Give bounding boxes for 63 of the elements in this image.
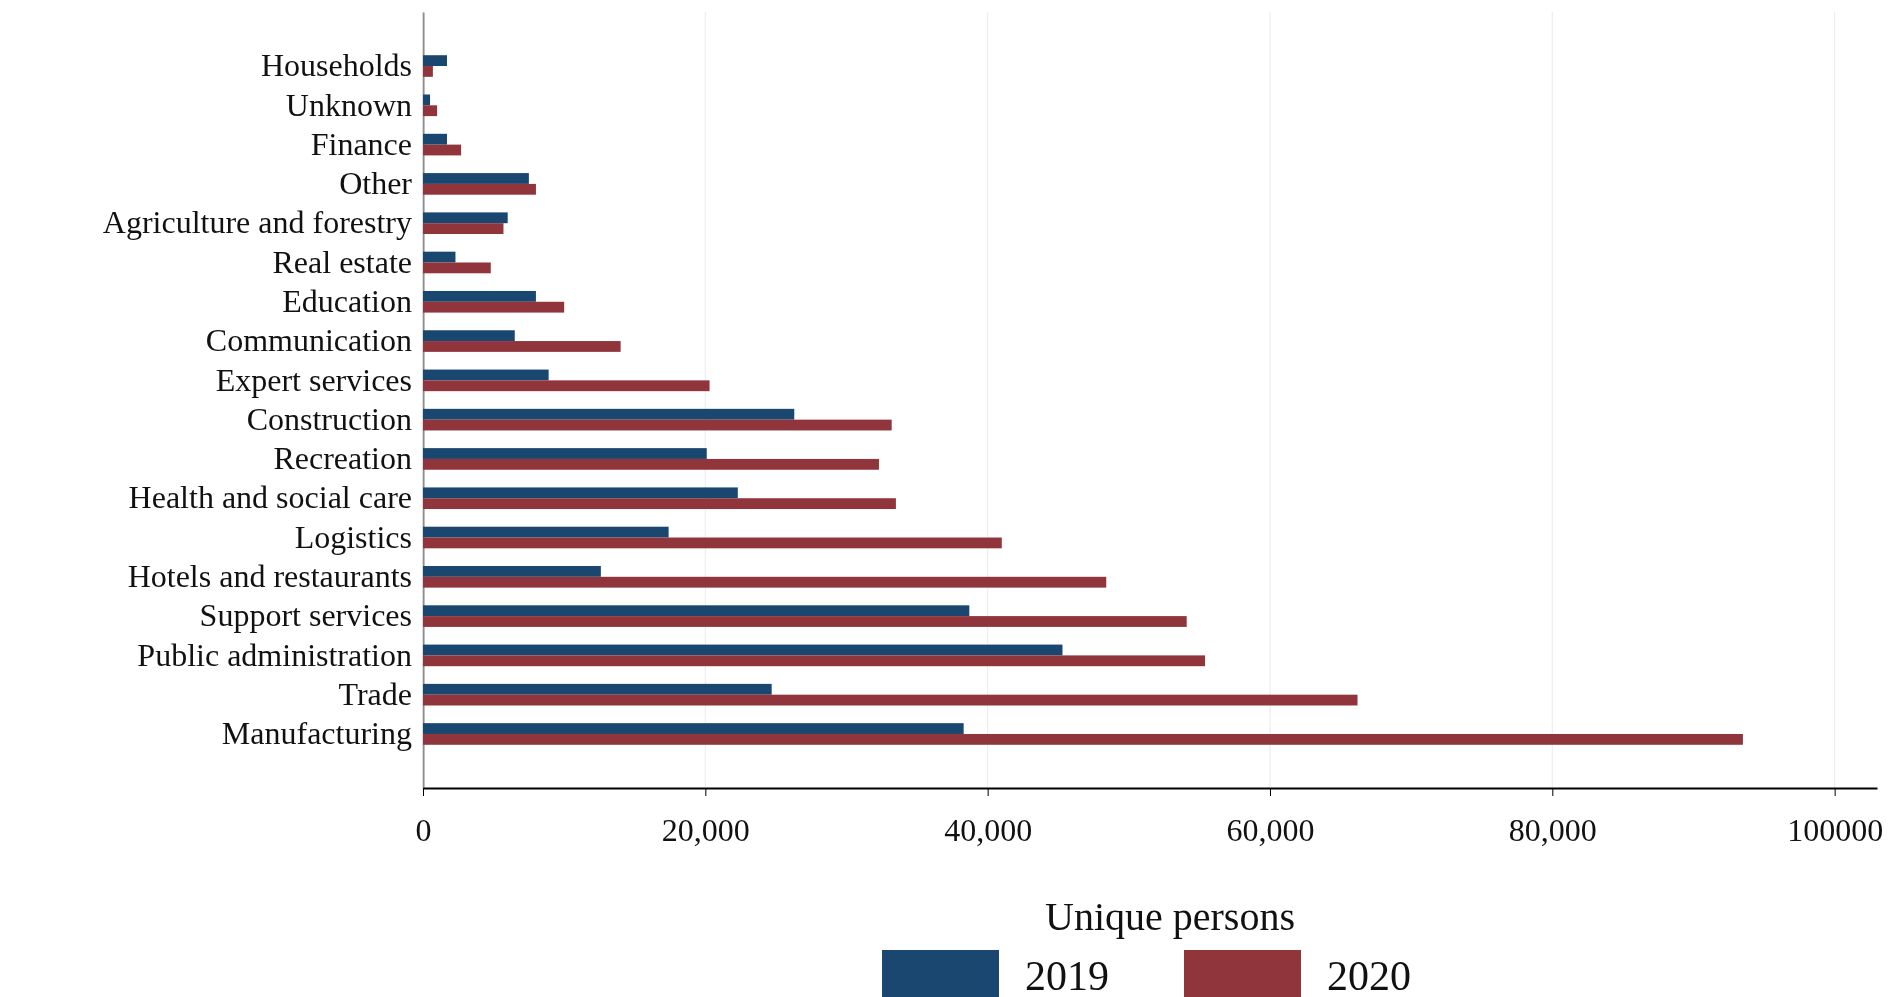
x-tick-label: 60,000 bbox=[1226, 811, 1315, 848]
bar bbox=[423, 262, 491, 274]
bar bbox=[423, 330, 515, 342]
legend-label: 2019 bbox=[1025, 953, 1109, 997]
bar bbox=[423, 183, 536, 195]
bar bbox=[423, 448, 707, 459]
y-tick-label: Recreation bbox=[273, 440, 412, 477]
y-tick-label: Unknown bbox=[285, 86, 412, 123]
y-tick-label: Agriculture and forestry bbox=[102, 204, 412, 241]
bar bbox=[423, 537, 1002, 549]
y-tick-label: Manufacturing bbox=[221, 715, 412, 752]
bar bbox=[423, 105, 438, 117]
bar bbox=[423, 498, 896, 510]
bar bbox=[423, 380, 710, 392]
bar bbox=[423, 133, 447, 145]
bar bbox=[423, 408, 795, 420]
y-tick-label: Trade bbox=[338, 675, 412, 712]
bar bbox=[423, 301, 565, 313]
bar bbox=[423, 644, 1063, 656]
y-tick-label: Health and social care bbox=[128, 479, 412, 516]
y-tick-label: Support services bbox=[199, 597, 412, 634]
bar bbox=[423, 616, 1187, 627]
bar bbox=[423, 290, 536, 302]
bar bbox=[423, 173, 529, 184]
y-tick-label: Households bbox=[260, 47, 412, 84]
bar bbox=[423, 487, 738, 499]
x-tick-label: 20,000 bbox=[661, 811, 750, 848]
y-tick-label: Public administration bbox=[137, 636, 412, 673]
y-tick-label: Hotels and restaurants bbox=[127, 558, 412, 595]
bar bbox=[423, 55, 447, 67]
bar bbox=[423, 369, 549, 381]
legend-label: 2020 bbox=[1327, 953, 1411, 997]
x-tick-label: 0 bbox=[415, 811, 432, 848]
y-tick-label: Other bbox=[339, 165, 413, 202]
bar bbox=[423, 723, 964, 734]
bar bbox=[423, 733, 1743, 745]
bar bbox=[423, 566, 601, 577]
x-tick-label: 100000 bbox=[1787, 811, 1884, 848]
bar bbox=[423, 223, 504, 234]
bar bbox=[423, 144, 462, 156]
bar bbox=[423, 576, 1107, 588]
y-tick-label: Logistics bbox=[294, 518, 412, 555]
x-tick-label: 80,000 bbox=[1508, 811, 1597, 848]
bar bbox=[423, 458, 879, 470]
y-tick-label: Real estate bbox=[272, 243, 412, 280]
y-tick-label: Education bbox=[282, 283, 412, 320]
bar bbox=[423, 655, 1206, 667]
x-axis-title: Unique persons bbox=[1045, 894, 1295, 939]
bar bbox=[423, 683, 772, 695]
bar bbox=[423, 251, 456, 263]
bar bbox=[423, 605, 970, 617]
y-tick-label: Finance bbox=[310, 125, 412, 162]
bar bbox=[423, 419, 892, 431]
bar bbox=[423, 66, 433, 77]
bar bbox=[423, 694, 1358, 706]
bar bbox=[423, 526, 669, 538]
bar bbox=[423, 212, 508, 224]
y-tick-label: Expert services bbox=[215, 361, 412, 398]
bar bbox=[423, 94, 431, 106]
x-tick-label: 40,000 bbox=[944, 811, 1033, 848]
y-tick-label: Construction bbox=[246, 400, 412, 437]
y-tick-label: Communication bbox=[205, 322, 412, 359]
bar bbox=[423, 341, 621, 352]
